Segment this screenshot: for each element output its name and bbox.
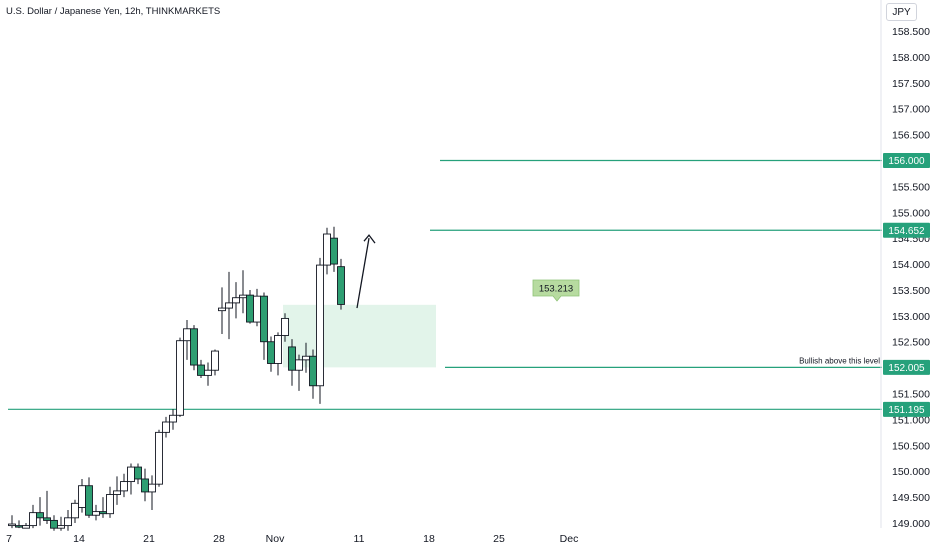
level-tag-text-151.195: 151.195	[888, 405, 925, 416]
candle-body	[323, 233, 331, 266]
x-tick-label: 14	[73, 533, 85, 545]
candle-body	[295, 359, 303, 371]
candle-body	[274, 335, 282, 364]
time-axis[interactable]: 7 14 21 28 Nov 11 18 25 Dec	[6, 533, 578, 545]
x-tick-label: Nov	[266, 533, 285, 545]
y-tick-label: 158.000	[892, 52, 930, 64]
currency-badge[interactable]: JPY	[886, 3, 917, 21]
candle-body	[127, 466, 135, 483]
candle-body	[232, 297, 240, 304]
candle-body	[288, 346, 296, 371]
y-tick-label: 153.000	[892, 311, 930, 323]
y-tick-label: 151.500	[892, 389, 930, 401]
x-tick-label: 18	[423, 533, 435, 545]
candle-body	[190, 328, 198, 366]
chart-title: U.S. Dollar / Japanese Yen, 12h, THINKMA…	[6, 6, 221, 17]
candle-body	[50, 519, 58, 529]
candle-body	[176, 340, 184, 416]
candle-body	[260, 295, 268, 343]
y-tick-label: 158.500	[892, 26, 930, 38]
y-tick-label: 155.000	[892, 207, 930, 219]
candles	[8, 226, 345, 531]
level-tag-152.005	[883, 359, 930, 375]
candle-body	[78, 485, 86, 508]
candle-body	[99, 511, 107, 515]
level-tag-text-156.000: 156.000	[888, 156, 925, 167]
candle-body	[267, 341, 275, 364]
y-tick-label: 157.500	[892, 78, 930, 90]
x-tick-label: 25	[493, 533, 505, 545]
candle-body	[281, 317, 289, 336]
x-tick-label: 28	[213, 533, 225, 545]
candle-body	[162, 421, 170, 433]
y-tick-label: 149.000	[892, 518, 930, 530]
candle-body	[134, 466, 142, 480]
candle-body	[246, 294, 254, 323]
candle-body	[64, 517, 72, 527]
candle-body	[211, 350, 219, 371]
candle-body	[92, 511, 100, 516]
y-tick-label: 156.500	[892, 130, 930, 142]
candle-body	[36, 512, 44, 519]
candle-body	[8, 523, 16, 527]
candle-body	[309, 355, 317, 387]
price-level-tags: 156.000 154.652 152.005 151.195	[883, 152, 930, 417]
y-tick-label: 154.000	[892, 259, 930, 271]
candle-body	[85, 485, 93, 516]
candle-body	[106, 494, 114, 515]
candle-body	[155, 431, 163, 485]
candle-body	[239, 294, 247, 299]
candle-body	[43, 517, 51, 521]
x-tick-label: 7	[6, 533, 12, 545]
projection-arrow	[356, 238, 370, 309]
level-tag-text-154.652: 154.652	[888, 226, 925, 237]
x-tick-label: 11	[354, 533, 365, 545]
candle-body	[316, 264, 324, 387]
y-tick-label: 150.500	[892, 440, 930, 452]
annotations: 153.213	[356, 234, 580, 309]
level-tag-154.652	[883, 222, 930, 238]
candle-body	[169, 414, 177, 423]
candle-body	[183, 328, 191, 342]
y-tick-label: 152.500	[892, 337, 930, 349]
y-tick-label: 153.500	[892, 285, 930, 297]
candle-body	[57, 525, 65, 529]
projection-arrow-head	[363, 234, 376, 244]
candle-body	[253, 295, 261, 323]
candle-body	[302, 355, 310, 361]
y-tick-label: 149.500	[892, 492, 930, 504]
candle-body	[225, 302, 233, 309]
price-axis[interactable]: 149.000 149.500 150.000 150.500 151.000 151.5…	[892, 26, 930, 530]
y-tick-label: 151.000	[892, 414, 930, 426]
candle-body	[141, 478, 149, 493]
level-tag-151.195	[883, 401, 930, 417]
candle-body	[22, 525, 30, 529]
price-callout	[532, 279, 580, 302]
candle-body	[113, 490, 121, 495]
level-tag-156.000	[883, 152, 930, 168]
level-lines: Bullish above this level	[8, 159, 882, 410]
candle-body	[218, 307, 226, 312]
candle-body	[204, 369, 212, 376]
candle-body	[337, 266, 345, 305]
candle-body	[148, 483, 156, 493]
price-callout-label: 153.213	[539, 284, 573, 295]
level-note: Bullish above this level	[799, 356, 880, 365]
level-tag-text-152.005: 152.005	[888, 363, 925, 374]
candle-body	[197, 364, 205, 376]
candle-body	[15, 525, 23, 528]
y-tick-label: 155.500	[892, 181, 930, 193]
y-tick-label: 150.000	[892, 466, 930, 478]
y-tick-label: 157.000	[892, 104, 930, 116]
candle-body	[330, 237, 338, 265]
x-tick-label: Dec	[560, 533, 579, 545]
candle-body	[29, 512, 37, 527]
candle-body	[71, 502, 79, 519]
candle-body	[120, 481, 128, 492]
x-tick-label: 21	[143, 533, 155, 545]
